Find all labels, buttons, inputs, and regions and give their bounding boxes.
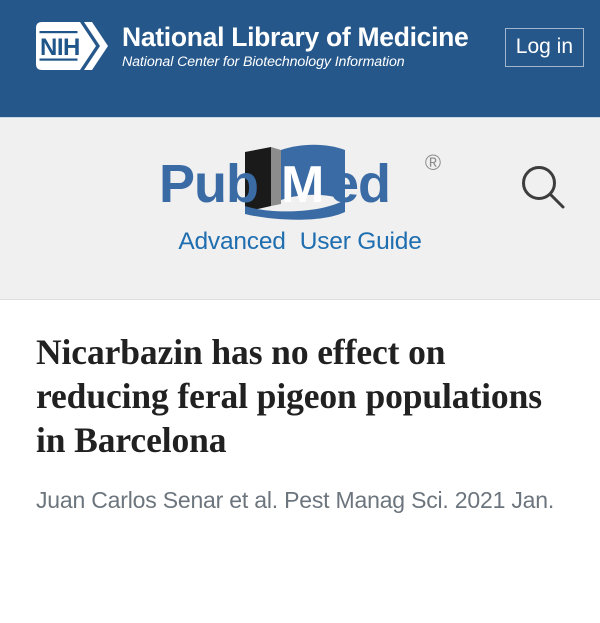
- svg-text:M: M: [281, 156, 324, 214]
- svg-text:NIH: NIH: [40, 34, 80, 61]
- pubmed-nav-links: Advanced User Guide: [0, 228, 600, 256]
- nih-logo: NIH: [36, 22, 108, 70]
- pubmed-header-band: M Pub ed ® Advanced User Guide: [0, 117, 600, 300]
- article-section: Nicarbazin has no effect on reducing fer…: [0, 300, 600, 518]
- search-button[interactable]: [516, 160, 572, 216]
- pubmed-logo: M Pub ed: [159, 144, 391, 220]
- pubmed-logo-row: M Pub ed ®: [0, 144, 600, 220]
- article-citation: Juan Carlos Senar et al. Pest Manag Sci.…: [36, 487, 555, 514]
- user-guide-link[interactable]: User Guide: [299, 228, 422, 255]
- nlm-branding-text: National Library of Medicine National Ce…: [122, 23, 505, 70]
- advanced-search-link[interactable]: Advanced: [178, 228, 286, 255]
- nih-header-content: NIH National Library of Medicine Nationa…: [0, 0, 600, 72]
- ncbi-subtitle: National Center for Biotechnology Inform…: [122, 54, 405, 71]
- nih-logo-link[interactable]: NIH: [34, 20, 112, 72]
- pubmed-logo-link[interactable]: M Pub ed ®: [159, 144, 441, 220]
- svg-text:ed: ed: [329, 154, 390, 214]
- nlm-title: National Library of Medicine: [122, 21, 469, 52]
- svg-text:Pub: Pub: [159, 154, 258, 214]
- article-title: Nicarbazin has no effect on reducing fer…: [36, 332, 542, 461]
- nih-header-band: NIH National Library of Medicine Nationa…: [0, 0, 600, 117]
- search-icon: [522, 166, 565, 209]
- log-in-button[interactable]: Log in: [504, 27, 584, 67]
- pubmed-registered-trademark: ®: [424, 150, 442, 175]
